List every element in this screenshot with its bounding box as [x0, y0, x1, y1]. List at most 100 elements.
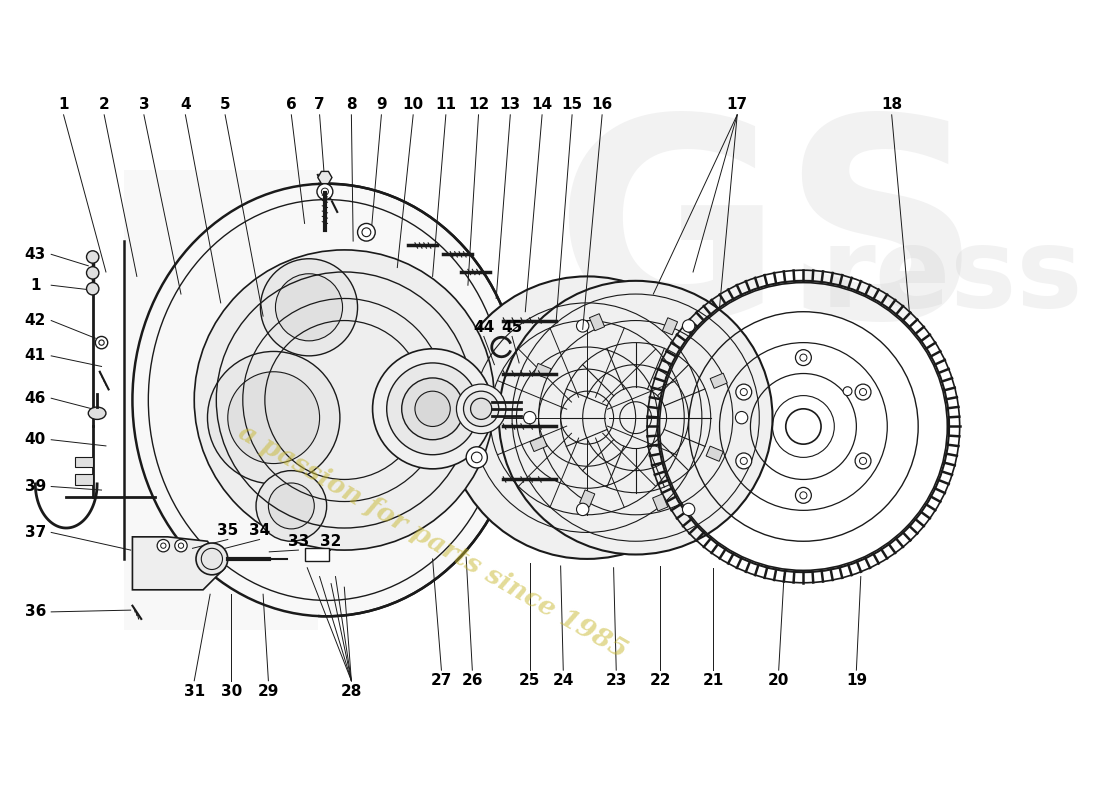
Text: 4: 4 — [180, 97, 190, 112]
Text: 39: 39 — [24, 479, 46, 494]
Text: 15: 15 — [561, 97, 583, 112]
Circle shape — [387, 363, 478, 454]
Circle shape — [471, 398, 492, 419]
Ellipse shape — [88, 407, 106, 419]
Text: 32: 32 — [319, 534, 341, 549]
Bar — [305, 548, 329, 561]
Circle shape — [576, 503, 588, 515]
Bar — [75, 474, 92, 485]
Text: 29: 29 — [257, 684, 279, 699]
Text: 34: 34 — [249, 523, 271, 538]
Polygon shape — [132, 537, 226, 590]
Text: 35: 35 — [217, 523, 239, 538]
Text: 46: 46 — [24, 390, 46, 406]
Circle shape — [736, 453, 751, 469]
Circle shape — [463, 391, 498, 426]
Text: 6: 6 — [286, 97, 297, 112]
Circle shape — [208, 351, 340, 484]
Bar — [652, 494, 668, 511]
Text: 19: 19 — [846, 674, 867, 688]
Circle shape — [446, 276, 728, 559]
Circle shape — [795, 350, 812, 366]
Text: 20: 20 — [768, 674, 790, 688]
Text: 3: 3 — [139, 97, 150, 112]
Text: 45: 45 — [502, 320, 522, 335]
Text: 41: 41 — [25, 348, 46, 363]
Circle shape — [456, 384, 506, 434]
Circle shape — [268, 483, 315, 529]
Text: 1: 1 — [58, 97, 69, 112]
Circle shape — [96, 337, 108, 349]
Text: 40: 40 — [24, 432, 46, 447]
Circle shape — [256, 470, 327, 542]
Bar — [534, 363, 551, 378]
Text: 7: 7 — [315, 97, 324, 112]
Text: 27: 27 — [431, 674, 452, 688]
Text: 14: 14 — [531, 97, 552, 112]
Text: 5: 5 — [220, 97, 230, 112]
Text: 18: 18 — [881, 97, 902, 112]
Circle shape — [682, 503, 695, 515]
Text: 44: 44 — [473, 320, 494, 335]
Text: 30: 30 — [221, 684, 242, 699]
Ellipse shape — [132, 184, 521, 616]
Circle shape — [415, 391, 450, 426]
Circle shape — [843, 386, 852, 395]
Circle shape — [87, 250, 99, 263]
Circle shape — [195, 250, 494, 550]
Text: 2: 2 — [99, 97, 110, 112]
Circle shape — [498, 281, 772, 554]
Text: 21: 21 — [703, 674, 724, 688]
Bar — [706, 446, 723, 462]
Text: 12: 12 — [468, 97, 490, 112]
Circle shape — [175, 539, 187, 552]
Circle shape — [317, 184, 333, 199]
Text: 16: 16 — [592, 97, 613, 112]
Bar — [711, 373, 727, 388]
Bar — [662, 318, 678, 335]
Circle shape — [466, 446, 487, 468]
Text: 36: 36 — [24, 604, 46, 619]
Bar — [580, 490, 595, 507]
Text: 1: 1 — [30, 278, 41, 293]
Circle shape — [855, 384, 871, 400]
Circle shape — [576, 320, 588, 332]
Circle shape — [785, 409, 821, 444]
Circle shape — [736, 411, 748, 424]
Text: 8: 8 — [346, 97, 356, 112]
Circle shape — [196, 543, 228, 575]
Text: 42: 42 — [24, 313, 46, 328]
Text: 24: 24 — [552, 674, 574, 688]
Circle shape — [524, 411, 536, 424]
Text: 13: 13 — [499, 97, 521, 112]
Circle shape — [373, 349, 493, 469]
Circle shape — [736, 384, 751, 400]
Circle shape — [275, 274, 342, 341]
Circle shape — [358, 223, 375, 241]
Bar — [123, 170, 318, 630]
Text: a passion for parts since 1985: a passion for parts since 1985 — [234, 419, 631, 663]
Text: ress: ress — [821, 223, 1084, 330]
Bar — [530, 436, 547, 451]
Text: 9: 9 — [376, 97, 387, 112]
Circle shape — [87, 266, 99, 279]
Text: 28: 28 — [341, 684, 362, 699]
Text: 25: 25 — [519, 674, 540, 688]
Circle shape — [795, 487, 812, 503]
Circle shape — [228, 372, 320, 463]
Text: 37: 37 — [24, 525, 46, 540]
Text: 22: 22 — [650, 674, 671, 688]
Text: 26: 26 — [462, 674, 483, 688]
Circle shape — [261, 258, 358, 356]
Bar — [590, 314, 605, 330]
Text: 43: 43 — [24, 247, 46, 262]
Circle shape — [855, 453, 871, 469]
Circle shape — [402, 378, 463, 440]
Text: GS: GS — [554, 106, 982, 376]
Circle shape — [682, 320, 695, 332]
Text: 10: 10 — [403, 97, 424, 112]
Text: 23: 23 — [606, 674, 627, 688]
Polygon shape — [318, 171, 332, 184]
Text: 33: 33 — [288, 534, 309, 549]
Circle shape — [87, 282, 99, 295]
